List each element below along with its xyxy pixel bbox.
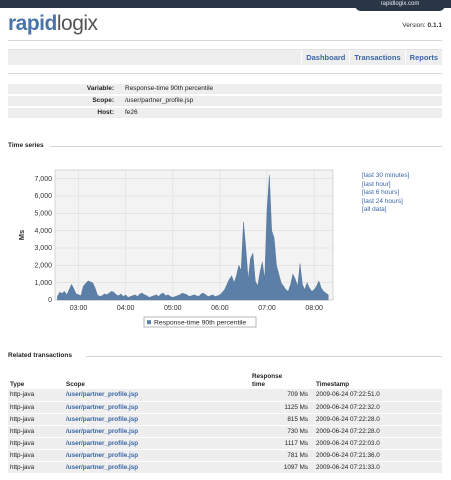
cell-response: 1117 Ms	[252, 437, 314, 450]
cell-timestamp: 2009-06-24 07:21:33.0	[314, 461, 442, 474]
table-row: http-java /user/partner_profile.jsp 730 …	[8, 425, 442, 438]
cell-scope-link[interactable]: /user/partner_profile.jsp	[66, 439, 139, 447]
y-tick-label: 0	[48, 297, 52, 304]
top-bar	[0, 0, 451, 8]
x-tick-label: 07:00	[258, 305, 276, 312]
x-tick-label: 03:00	[70, 305, 88, 312]
info-row-scope: Scope: /user/partner_profile.jsp	[8, 96, 442, 106]
table-row: http-java /user/partner_profile.jsp 1125…	[8, 401, 442, 414]
table-row: http-java /user/partner_profile.jsp 781 …	[8, 449, 442, 462]
time-series-heading: Time series	[8, 142, 44, 149]
col-header-response-time: Response time	[252, 373, 314, 389]
info-value: Response-time 90th percentile	[125, 85, 214, 92]
cell-type: http-java	[8, 389, 64, 402]
cell-scope-link[interactable]: /user/partner_profile.jsp	[66, 451, 139, 459]
logo[interactable]: rapidlogix	[8, 12, 98, 36]
legend-box	[143, 316, 257, 328]
cell-type: http-java	[8, 425, 64, 438]
related-transactions-table: Type Scope Response time Timestamp http-…	[8, 373, 442, 474]
time-series-rule	[50, 146, 442, 147]
x-tick-label: 04:00	[117, 305, 135, 312]
cell-response: 1097 Ms	[252, 461, 314, 474]
version-info: Version: 0.1.1	[402, 22, 442, 29]
cell-type: http-java	[8, 401, 64, 414]
nav-bar: Dashboard Transactions Reports	[8, 49, 442, 66]
table-row: http-java /user/partner_profile.jsp 815 …	[8, 413, 442, 426]
info-label: Host:	[97, 109, 114, 116]
cell-type: http-java	[8, 413, 64, 426]
y-axis-label: Ms	[17, 230, 26, 240]
domain-link[interactable]: rapidlogix.com	[355, 0, 445, 11]
cell-response: 730 Ms	[252, 425, 314, 438]
info-label: Variable:	[86, 85, 114, 92]
y-tick-label: 5,000	[34, 211, 52, 218]
col-header-type: Type	[10, 380, 25, 388]
legend-swatch	[147, 320, 151, 325]
cell-timestamp: 2009-06-24 07:21:36.0	[314, 449, 442, 462]
col-header-response-line2: time	[252, 380, 265, 388]
cell-response: 709 Ms	[252, 389, 314, 402]
time-series-chart: 0 1,000 2,000 3,000 4,000 5,000 6,000 7,000 03:0…	[8, 162, 358, 332]
logo-part-logix: logix	[56, 12, 98, 35]
x-tick-label: 05:00	[164, 305, 182, 312]
info-value: fe26	[125, 109, 138, 116]
info-label: Scope:	[92, 97, 114, 104]
cell-type: http-java	[8, 461, 64, 474]
range-last-30-minutes[interactable]: [last 30 minutes]	[362, 172, 410, 179]
chart-svg: 0 1,000 2,000 3,000 4,000 5,000 6,000 7,000 03:0…	[17, 169, 334, 328]
range-last-hour[interactable]: [last hour]	[362, 180, 391, 188]
table-row: http-java /user/partner_profile.jsp 1117…	[8, 437, 442, 450]
y-tick-label: 2,000	[34, 263, 52, 270]
plot-area	[54, 169, 334, 301]
related-transactions-rule	[86, 356, 442, 357]
series-area	[57, 175, 329, 301]
cell-scope-link[interactable]: /user/partner_profile.jsp	[66, 427, 139, 435]
x-tick-label: 06:00	[211, 305, 229, 312]
cell-response: 781 Ms	[252, 449, 314, 462]
table-row: http-java /user/partner_profile.jsp 1097…	[8, 461, 442, 474]
y-tick-label: 6,000	[34, 193, 52, 200]
info-row-variable: Variable: Response-time 90th percentile	[8, 84, 442, 94]
cell-response: 1125 Ms	[252, 401, 314, 414]
nav-dashboard[interactable]: Dashboard	[301, 50, 349, 66]
nav-reports[interactable]: Reports	[404, 50, 442, 66]
y-tick-label: 4,000	[34, 228, 52, 235]
cell-scope-link[interactable]: /user/partner_profile.jsp	[66, 415, 139, 423]
cell-timestamp: 2009-06-24 07:22:32.0	[314, 401, 442, 414]
cell-type: http-java	[8, 449, 64, 462]
range-links: [last 30 minutes] [last hour] [last 6 ho…	[362, 172, 409, 215]
cell-scope-link[interactable]: /user/partner_profile.jsp	[66, 391, 139, 399]
cell-response: 815 Ms	[252, 413, 314, 426]
cell-type: http-java	[8, 437, 64, 450]
col-header-scope: Scope	[66, 380, 85, 388]
legend-label: Response-time 90th percentile	[154, 319, 246, 326]
version-label: Version:	[402, 22, 426, 29]
range-all-data[interactable]: [all data]	[362, 206, 387, 213]
col-header-response-line1: Response	[252, 373, 283, 380]
y-tick-label: 3,000	[34, 245, 52, 252]
cell-timestamp: 2009-06-24 07:22:03.0	[314, 437, 442, 450]
nav-links: Dashboard Transactions Reports	[301, 50, 442, 66]
range-last-6-hours[interactable]: [last 6 hours]	[362, 189, 400, 196]
nav-transactions[interactable]: Transactions	[349, 50, 404, 66]
table-header-row: Type Scope Response time Timestamp	[8, 373, 442, 389]
cell-scope-link[interactable]: /user/partner_profile.jsp	[66, 463, 139, 471]
table-row: http-java /user/partner_profile.jsp 709 …	[8, 389, 442, 402]
info-row-host: Host: fe26	[8, 108, 442, 118]
info-value: /user/partner_profile.jsp	[125, 97, 194, 104]
range-last-24-hours[interactable]: [last 24 hours]	[362, 197, 403, 205]
col-header-timestamp: Timestamp	[316, 380, 350, 388]
x-tick-label: 08:00	[305, 305, 323, 312]
version-value: 0.1.1	[427, 22, 442, 29]
cell-scope-link[interactable]: /user/partner_profile.jsp	[66, 403, 139, 411]
cell-timestamp: 2009-06-24 07:22:28.0	[314, 413, 442, 426]
related-transactions-heading: Related transactions	[8, 352, 72, 359]
cell-timestamp: 2009-06-24 07:22:51.0	[314, 389, 442, 402]
y-tick-label: 1,000	[34, 280, 52, 287]
logo-part-rapid: rapid	[8, 12, 57, 35]
nav-divider	[8, 73, 442, 74]
y-tick-label: 7,000	[34, 176, 52, 183]
cell-timestamp: 2009-06-24 07:22:28.0	[314, 425, 442, 438]
header-divider	[8, 40, 442, 41]
